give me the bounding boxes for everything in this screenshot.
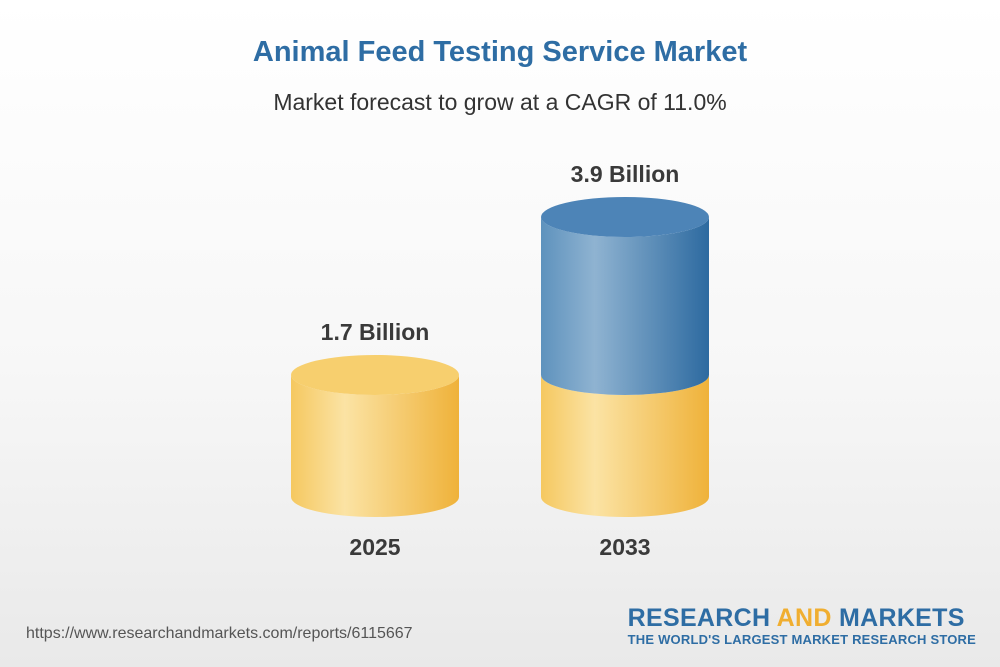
bar-2025-base-segment [291, 374, 459, 517]
chart-subtitle: Market forecast to grow at a CAGR of 11.… [273, 89, 727, 115]
brand-tagline: THE WORLD'S LARGEST MARKET RESEARCH STOR… [627, 632, 976, 647]
value-label-2025: 1.7 Billion [321, 319, 430, 345]
bar-2033-top-cap [541, 197, 709, 237]
brand-logo: RESEARCH AND MARKETS THE WORLD'S LARGEST… [628, 604, 976, 647]
brand-word-markets: MARKETS [831, 604, 965, 632]
brand-name: RESEARCH AND MARKETS [628, 604, 976, 632]
brand-word-and: AND [776, 604, 832, 632]
bar-2025-top-cap [291, 354, 459, 395]
category-label-2025: 2025 [349, 534, 400, 560]
category-label-2033: 2033 [599, 534, 650, 560]
value-label-2033: 3.9 Billion [571, 161, 680, 187]
brand-word-research: RESEARCH [627, 604, 777, 632]
bar-2033-growth-segment [541, 217, 709, 395]
bar-2033-base-segment [541, 374, 709, 517]
chart-title: Animal Feed Testing Service Market [252, 36, 748, 68]
source-url[interactable]: https://www.researchandmarkets.com/repor… [26, 625, 413, 642]
